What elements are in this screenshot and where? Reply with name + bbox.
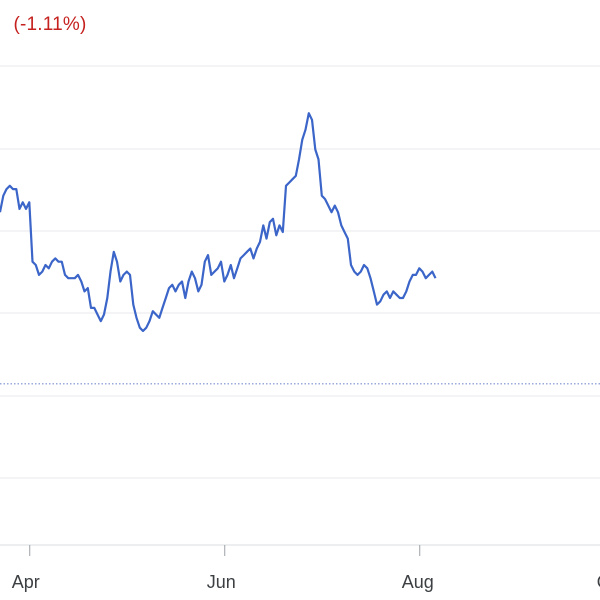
x-tick-label-o: O [597,572,600,592]
price-change-readout: (-1.11%) [0,14,87,36]
x-tick-label-aug: Aug [402,572,434,592]
x-tick-label-apr: Apr [12,572,40,592]
percent-change: (-1.11%) [13,14,87,35]
x-axis-ticks: Apr Jun Aug O [12,545,600,592]
price-series-line [0,112,437,333]
x-tick-label-jun: Jun [207,572,236,592]
